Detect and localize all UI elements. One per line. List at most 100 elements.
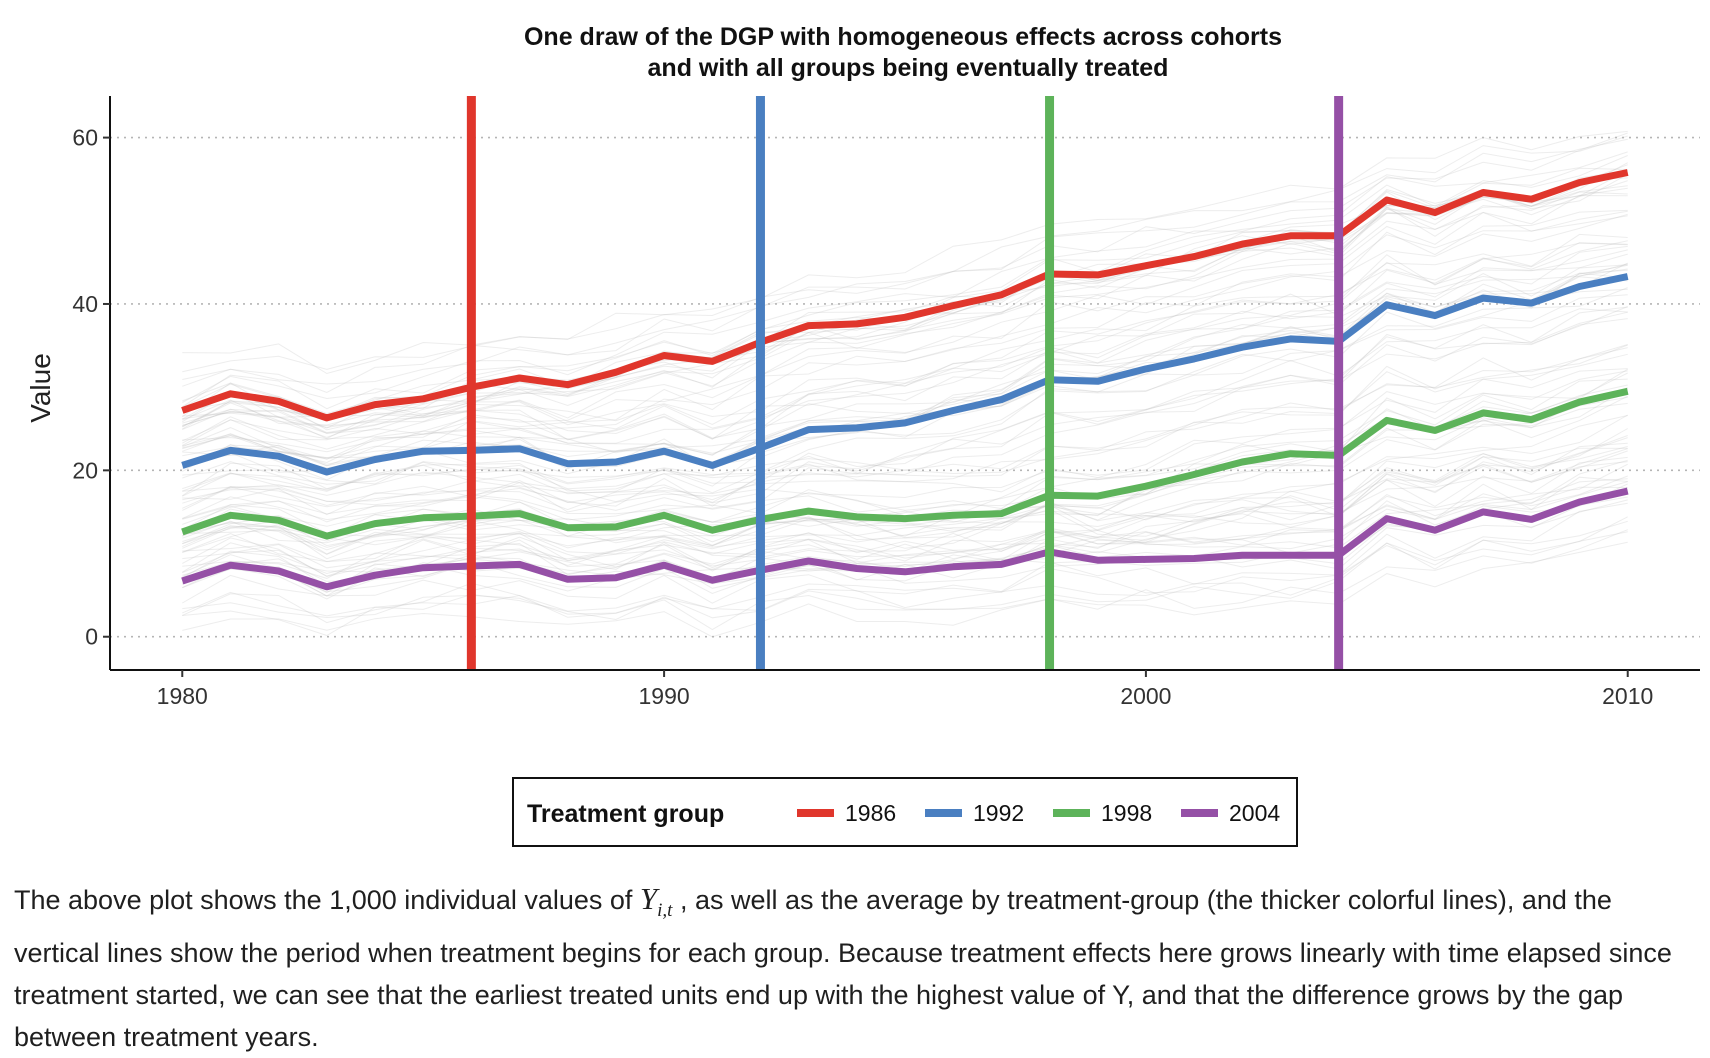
individual-line (182, 481, 1628, 579)
y-axis-label: Value (25, 353, 56, 423)
series-line-2004 (181, 487, 1629, 591)
legend-items: 1986 1992 1998 2004 (797, 800, 1280, 826)
individual-line (182, 516, 1628, 621)
individual-line (182, 138, 1628, 394)
individual-line (182, 478, 1628, 575)
caption-text-2: , as well as the average by treatment-gr… (14, 885, 1672, 1053)
individual-line (182, 209, 1628, 460)
individual-line (182, 187, 1628, 429)
individual-line (182, 294, 1628, 494)
series-line-1992 (181, 273, 1629, 476)
gridlines (110, 136, 1700, 638)
legend: Treatment group 1986 1992 1998 2004 (512, 777, 1298, 847)
caption-paragraph: The above plot shows the 1,000 individua… (14, 878, 1694, 1058)
series-line-1986 (181, 169, 1629, 422)
individual-line (182, 502, 1628, 604)
individual-line (182, 463, 1628, 569)
chart-title: One draw of the DGP with homogeneous eff… (524, 23, 1282, 82)
individual-line (182, 253, 1628, 446)
chart: One draw of the DGP with homogeneous eff… (25, 23, 1700, 847)
math-base: Y (639, 881, 658, 916)
x-tick-label: 1990 (639, 683, 690, 709)
individual-line (182, 395, 1628, 546)
individual-line (182, 344, 1628, 497)
legend-label-1992: 1992 (973, 800, 1024, 826)
individual-line (182, 263, 1628, 456)
individual-line (182, 264, 1628, 467)
individual-line (182, 306, 1628, 509)
individual-line (182, 185, 1628, 427)
individual-line (182, 164, 1628, 415)
individual-line (182, 476, 1628, 577)
individual-line (182, 448, 1628, 560)
individual-line (182, 459, 1628, 563)
individual-line (182, 415, 1628, 567)
individual-line (182, 240, 1628, 438)
individual-line (182, 191, 1628, 430)
individual-line (182, 368, 1628, 516)
individual-line (182, 529, 1628, 637)
individual-line (182, 245, 1628, 442)
legend-box (512, 777, 1298, 847)
treatment-lines (466, 96, 1344, 670)
y-tick-label: 40 (72, 291, 98, 317)
individual-line (182, 378, 1628, 525)
individual-line (182, 306, 1628, 511)
individual-line (182, 531, 1628, 619)
individual-line (182, 215, 1628, 459)
individual-line (182, 130, 1628, 375)
individual-line (182, 370, 1628, 513)
caption-text-1: The above plot shows the 1,000 individua… (14, 885, 640, 915)
legend-label-1998: 1998 (1101, 800, 1152, 826)
x-tick-label: 1980 (157, 683, 208, 709)
chart-title-line-2: and with all groups being eventually tre… (648, 54, 1169, 82)
individual-line (182, 318, 1628, 523)
individual-line (182, 287, 1628, 487)
individual-line (182, 520, 1628, 624)
individual-line (182, 155, 1628, 410)
y-tick-label: 0 (85, 624, 98, 650)
individual-line (182, 171, 1628, 431)
y-tick-label: 60 (72, 125, 98, 151)
individual-line (182, 151, 1628, 403)
individual-line (182, 402, 1628, 548)
axes: 0 20 40 60 1980 1990 2000 2010 (72, 96, 1700, 709)
individual-line (182, 450, 1628, 549)
individual-line (182, 311, 1628, 508)
math-subscript: i,t (657, 900, 673, 922)
individual-line (182, 456, 1628, 555)
individual-line (182, 483, 1628, 593)
individual-line (182, 308, 1628, 504)
individual-line (182, 461, 1628, 555)
individual-line (182, 135, 1628, 373)
individual-line (182, 194, 1628, 434)
legend-label-2004: 2004 (1229, 800, 1280, 826)
y-tick-label: 20 (72, 457, 98, 483)
individual-line (182, 442, 1628, 597)
legend-title: Treatment group (527, 800, 724, 828)
individual-line (182, 249, 1628, 441)
individual-line (182, 396, 1628, 551)
individual-line (182, 268, 1628, 467)
series-line-1998 (181, 387, 1629, 540)
x-tick-label: 2000 (1120, 683, 1171, 709)
math-symbol: Yi,t (639, 881, 673, 921)
individual-line (182, 242, 1628, 440)
individual-line (182, 414, 1628, 578)
individual-line (182, 180, 1628, 418)
legend-label-1986: 1986 (845, 800, 896, 826)
individual-line (182, 344, 1628, 492)
individual-line (182, 496, 1628, 597)
individual-line (182, 437, 1628, 547)
individual-line (182, 347, 1628, 497)
individual-line (182, 132, 1628, 387)
chart-title-line-1: One draw of the DGP with homogeneous eff… (524, 23, 1282, 51)
x-tick-label: 2010 (1602, 683, 1653, 709)
individual-line (182, 353, 1628, 495)
individual-line (182, 173, 1628, 430)
series-lines (181, 169, 1629, 591)
individual-line (182, 210, 1628, 450)
individual-line (182, 170, 1628, 420)
individual-line (182, 242, 1628, 434)
individual-line (182, 541, 1628, 638)
